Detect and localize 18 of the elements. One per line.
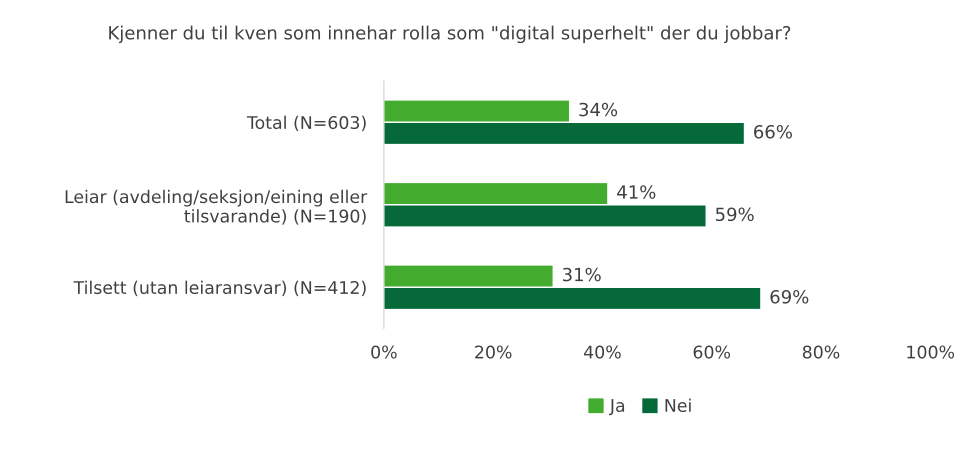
x-tick-label: 100% [907,345,954,359]
x-tick-label: 80% [802,345,840,359]
legend-label: Nei [666,398,691,412]
y-tick-label: Tilsett (utan leiaransvar) (N=412) [74,280,366,296]
x-tick-label: 40% [584,345,621,359]
data-label: 69% [770,290,808,304]
data-label: 31% [562,268,601,282]
chart-title: Kjenner du til kven som innehar rolla som "digital superhelt" der du jobbar? [109,26,790,44]
x-tick-label: 0% [371,345,397,359]
data-label: 34% [579,102,618,116]
y-tick-label: Leiar (avdeling/seksjon/eining eller tilsvarande) (N=190) [66,190,368,225]
data-label: 41% [617,185,656,199]
data-label: 59% [716,207,754,222]
legend-label: Ja [608,399,624,416]
x-tick-label: 60% [694,345,730,359]
data-label: 66% [754,124,792,139]
y-tick-label: Total (N=603) [246,116,366,132]
x-tick-label: 20% [475,345,512,359]
